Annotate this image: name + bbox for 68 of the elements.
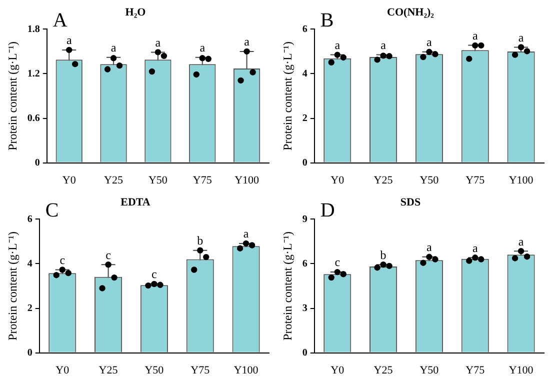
- annotation: b: [197, 234, 204, 248]
- y-tick-label: 1.2: [27, 68, 40, 80]
- x-tick-label: Y50: [420, 174, 440, 186]
- y-tick-label: 0: [302, 157, 308, 168]
- x-tick-label: Y0: [62, 174, 76, 186]
- x-tick-label: Y75: [190, 364, 210, 376]
- annotation: a: [110, 40, 117, 55]
- annotation: a: [472, 240, 478, 255]
- y-axis-title: Protein content (g·L⁻¹): [5, 232, 20, 340]
- annotation: a: [334, 38, 341, 52]
- annotation: a: [472, 28, 478, 42]
- y-tick-label: 0: [302, 347, 308, 358]
- x-tick-label: Y75: [466, 174, 486, 186]
- y-tick-label: 0: [34, 157, 40, 168]
- annotation: a: [243, 226, 250, 241]
- y-axis-title: Protein content (g·L⁻¹): [280, 42, 294, 150]
- y-tick-label: 2: [27, 302, 32, 314]
- annotation: a: [380, 38, 387, 52]
- annotation: a: [518, 234, 524, 248]
- y-tick-label: 9: [302, 214, 308, 225]
- annotation: A: [52, 9, 68, 32]
- x-tick-label: Y0: [330, 364, 345, 376]
- annotation: c: [334, 255, 340, 270]
- annotation: a: [244, 34, 250, 49]
- annotation: a: [426, 240, 433, 254]
- annotation: B: [320, 9, 334, 32]
- y-tick-label: 1.8: [27, 24, 40, 35]
- annotation: c: [152, 266, 157, 281]
- x-tick-label: Y50: [148, 174, 168, 186]
- chart-title: H₂O: [125, 6, 146, 18]
- annotation: a: [426, 35, 433, 50]
- y-tick-label: 3: [302, 302, 308, 314]
- x-tick-label: Y0: [56, 364, 70, 376]
- y-tick-label: 6: [302, 24, 308, 35]
- x-tick-label: Y100: [508, 174, 534, 186]
- x-tick-label: Y75: [466, 364, 486, 376]
- chart-title: CO(NH₂)₂: [387, 6, 435, 18]
- x-tick-label: Y75: [192, 174, 212, 186]
- annotation: c: [106, 248, 111, 262]
- annotation: b: [380, 248, 386, 262]
- chart-title: SDS: [400, 196, 421, 208]
- annotation: D: [320, 199, 335, 222]
- y-tick-label: 4: [27, 258, 32, 270]
- x-tick-label: Y25: [374, 364, 394, 376]
- x-tick-label: Y25: [104, 174, 124, 186]
- x-tick-label: Y100: [234, 174, 260, 186]
- annotation: C: [45, 199, 59, 222]
- x-tick-label: Y100: [508, 364, 534, 376]
- chart-title: EDTA: [120, 196, 150, 208]
- y-tick-label: 4: [302, 68, 308, 80]
- y-axis-title: Protein content (g·L⁻¹): [5, 42, 20, 150]
- x-tick-label: Y0: [330, 174, 345, 186]
- y-tick-label: 6: [27, 214, 32, 225]
- annotation: c: [60, 252, 66, 267]
- y-tick-label: 0.6: [27, 112, 40, 124]
- y-tick-label: 0: [27, 347, 32, 358]
- annotation: a: [66, 33, 72, 48]
- annotation: a: [518, 30, 524, 44]
- annotation: a: [155, 35, 162, 50]
- x-tick-label: Y50: [420, 364, 440, 376]
- y-tick-label: 6: [302, 258, 308, 270]
- x-tick-label: Y50: [144, 364, 164, 376]
- y-tick-label: 2: [302, 112, 308, 124]
- x-tick-label: Y25: [98, 364, 118, 376]
- x-tick-label: Y25: [374, 174, 394, 186]
- annotation: a: [200, 40, 206, 55]
- y-axis-title: Protein content (g·L⁻¹): [280, 232, 294, 340]
- x-tick-label: Y100: [234, 364, 259, 376]
